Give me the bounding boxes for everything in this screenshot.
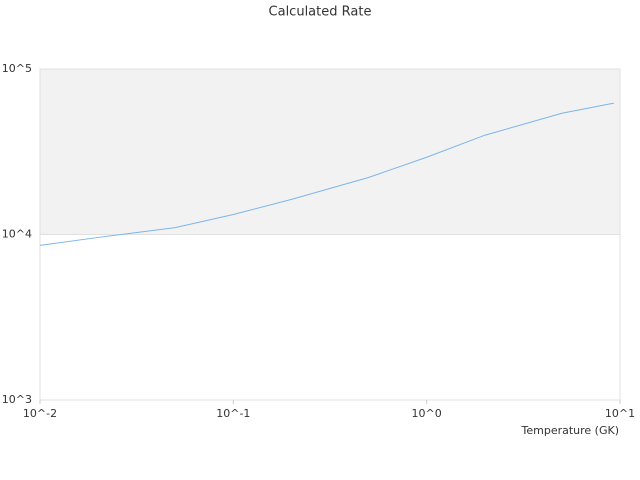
- chart-title: Calculated Rate: [269, 5, 372, 20]
- x-tick-label: 10^0: [412, 407, 442, 420]
- line-series: [39, 102, 615, 246]
- y-tick-label: 10^5: [2, 62, 32, 75]
- x-tick-label: 10^-1: [216, 407, 250, 420]
- plot-band: [40, 69, 620, 235]
- x-tick-label: 10^1: [605, 407, 635, 420]
- y-tick-label: 10^3: [2, 393, 32, 406]
- x-axis-label: Temperature (GK): [521, 424, 620, 437]
- x-tick-label: 10^-2: [23, 407, 57, 420]
- y-tick-label: 10^4: [2, 228, 32, 241]
